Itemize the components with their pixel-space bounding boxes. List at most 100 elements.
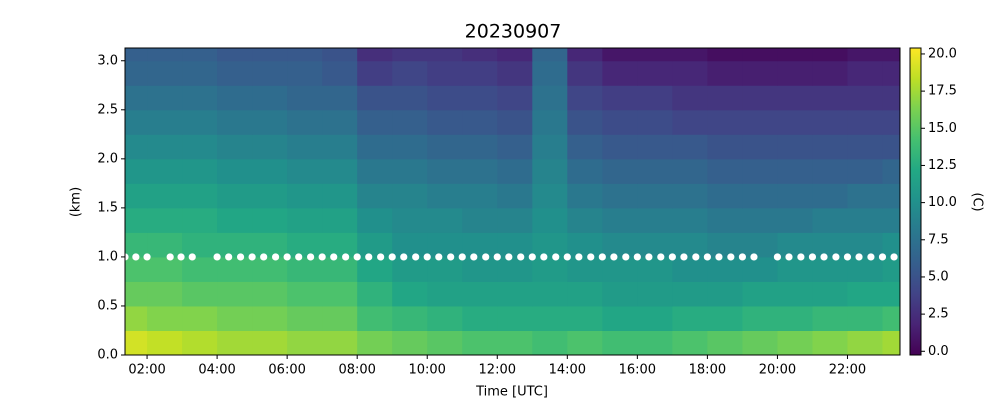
heatmap-cell (125, 60, 148, 86)
heatmap-cell (392, 256, 428, 282)
heatmap-cell (125, 85, 148, 111)
heatmap-cell (777, 256, 813, 282)
heatmap-cell (742, 281, 778, 307)
marker (657, 253, 665, 261)
marker (797, 253, 805, 261)
heatmap-cell (427, 48, 463, 62)
marker (166, 253, 174, 261)
heatmap-cell (182, 256, 218, 282)
chart-title: 20230907 (465, 21, 562, 43)
heatmap-cell (217, 134, 253, 160)
heatmap-cell (882, 207, 900, 233)
heatmap-cell (147, 183, 183, 209)
heatmap-cell (462, 207, 498, 233)
heatmap-cell (427, 60, 463, 86)
marker (493, 253, 501, 261)
marker (598, 253, 606, 261)
heatmap-cell (742, 158, 778, 184)
heatmap-cell (147, 85, 183, 111)
heatmap-cell (882, 330, 900, 355)
marker (703, 253, 711, 261)
heatmap-cell (252, 232, 288, 258)
heatmap-cell (287, 60, 323, 86)
marker (890, 253, 898, 261)
heatmap-cell (217, 281, 253, 307)
heatmap-cell (777, 48, 813, 62)
heatmap-cell (287, 109, 323, 135)
heatmap-cell (742, 330, 778, 355)
marker (342, 253, 350, 261)
heatmap-cell (777, 158, 813, 184)
heatmap-cell (497, 232, 533, 258)
heatmap-cell (392, 158, 428, 184)
heatmap-cell (497, 158, 533, 184)
colorbar-tick-label: 0.0 (928, 344, 949, 359)
heatmap-cell (567, 183, 603, 209)
heatmap-cell (357, 305, 393, 331)
marker (750, 253, 758, 261)
heatmap-cell (252, 85, 288, 111)
heatmap-cell (182, 207, 218, 233)
heatmap-cell (637, 281, 673, 307)
heatmap-cell (882, 109, 900, 135)
heatmap-cell (322, 134, 358, 160)
heatmap-cell (812, 183, 848, 209)
heatmap-cell (125, 330, 148, 355)
heatmap-cell (882, 281, 900, 307)
heatmap-cell (252, 158, 288, 184)
heatmap-cell (672, 305, 708, 331)
heatmap-cell (322, 281, 358, 307)
heatmap-cell (847, 232, 883, 258)
heatmap-cell (322, 305, 358, 331)
heatmap-cell (602, 207, 638, 233)
heatmap-cell (672, 48, 708, 62)
marker (295, 253, 303, 261)
heatmap-cell (567, 109, 603, 135)
heatmap-cell (567, 330, 603, 355)
heatmap-cell (462, 256, 498, 282)
marker (610, 253, 618, 261)
heatmap-cell (777, 85, 813, 111)
heatmap-cell (357, 134, 393, 160)
marker (365, 253, 373, 261)
heatmap-cell (252, 207, 288, 233)
heatmap-cell (217, 60, 253, 86)
heatmap-cell (217, 109, 253, 135)
heatmap-cell (287, 232, 323, 258)
heatmap-cell (672, 207, 708, 233)
heatmap-cell (637, 207, 673, 233)
heatmap-cell (672, 281, 708, 307)
heatmap-cell (125, 281, 148, 307)
x-tick-label: 20:00 (759, 363, 796, 378)
heatmap-cell (882, 183, 900, 209)
x-tick-label: 10:00 (408, 363, 445, 378)
heatmap-cell (532, 281, 568, 307)
heatmap-cell (497, 281, 533, 307)
heatmap-cell (427, 305, 463, 331)
heatmap-cell (462, 305, 498, 331)
heatmap-cell (567, 281, 603, 307)
plot-frame (124, 47, 901, 356)
marker (867, 253, 875, 261)
heatmap-cell (847, 305, 883, 331)
heatmap-cell (125, 158, 148, 184)
marker (575, 253, 583, 261)
heatmap-cell (847, 85, 883, 111)
marker (458, 253, 466, 261)
marker (400, 253, 408, 261)
marker (517, 253, 525, 261)
heatmap-cell (742, 232, 778, 258)
heatmap-cell (357, 281, 393, 307)
heatmap-cell (882, 134, 900, 160)
heatmap-cell (742, 207, 778, 233)
heatmap-cell (392, 183, 428, 209)
heatmap-cell (427, 256, 463, 282)
heatmap-cell (357, 48, 393, 62)
heatmap-cell (882, 305, 900, 331)
heatmap-cell (882, 60, 900, 86)
heatmap-cell (322, 48, 358, 62)
marker (318, 253, 326, 261)
heatmap-cell (882, 232, 900, 258)
heatmap-cell (637, 158, 673, 184)
heatmap-cell (287, 330, 323, 355)
